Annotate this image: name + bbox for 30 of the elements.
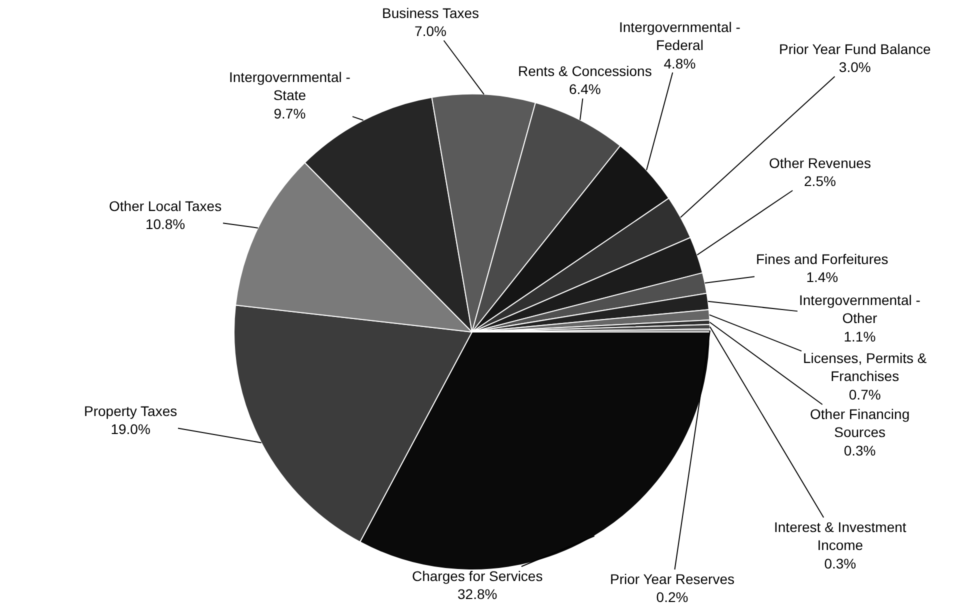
data-label: 19.0% [110,421,150,438]
slice-label: Intergovernmental - State [229,69,351,104]
slice-label: Licenses, Permits & Franchises [803,350,928,384]
data-label: 2.5% [804,173,836,190]
data-label: 0.3% [824,555,856,572]
data-label: 0.7% [848,386,881,402]
slice-label: Interest & Investment Income [774,519,906,554]
slice-label: Prior Year Reserves [610,571,735,587]
data-label: 10.8% [145,216,186,232]
slice-label: Other Financing Sources [810,406,910,440]
slice-label: Rents & Concessions [518,63,652,79]
slice-label: Property Taxes [84,403,178,419]
slice-label: Other Revenues [769,155,871,171]
data-label: 3.0% [838,59,871,76]
slice-label: Prior Year Fund Balance [779,41,931,57]
data-label: 1.4% [806,269,838,286]
data-label: 0.2% [656,589,688,606]
data-label: 32.8% [458,586,498,602]
slice-label: Intergovernmental - Other [799,292,921,326]
slice-label: Intergovernmental - Federal [619,19,741,54]
data-label: 9.7% [274,105,306,122]
data-label: 4.8% [664,55,696,72]
data-label: 7.0% [414,23,446,40]
data-label: 6.4% [568,81,601,98]
slice-label: Business Taxes [382,5,480,21]
data-label: 1.1% [844,328,876,344]
slice-label: Charges for Services [412,568,543,584]
slice-label: Other Local Taxes [109,198,222,214]
slice-label: Fines and Forfeitures [756,251,888,267]
data-label: 0.3% [844,442,876,458]
